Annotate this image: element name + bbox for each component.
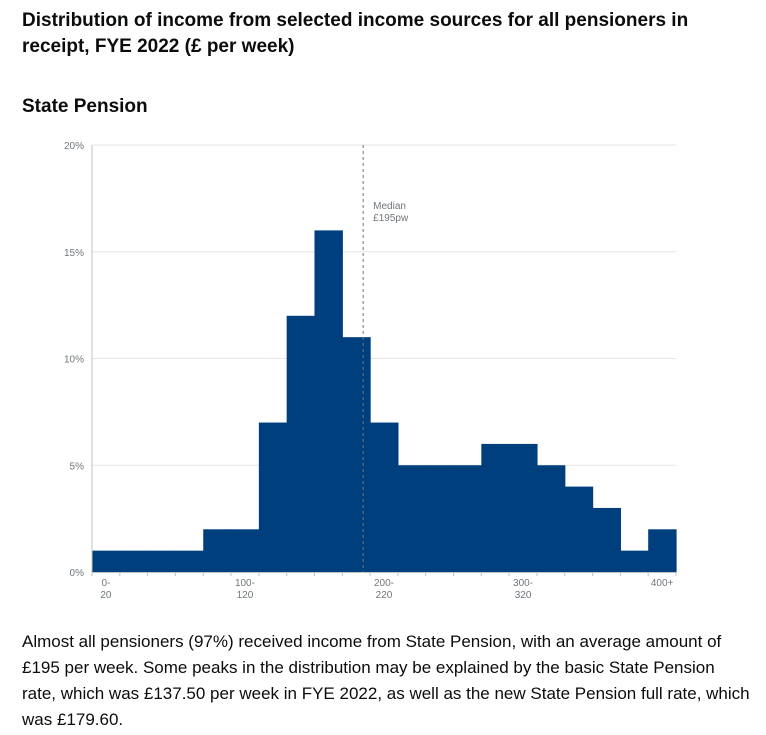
x-tick-label: 120: [237, 590, 254, 601]
bar: [648, 529, 677, 572]
x-axis-tick-labels: 0-20 100-120 200-220 300-320 400+: [100, 578, 673, 601]
gridlines: [92, 144, 676, 466]
bar: [119, 550, 149, 572]
x-tick-label: 20: [100, 590, 112, 601]
chart-title: State Pension: [22, 96, 148, 117]
bars: [92, 230, 677, 572]
bar: [481, 443, 510, 572]
bar: [92, 550, 121, 572]
bar: [370, 422, 399, 572]
bar: [258, 422, 288, 572]
x-tick-label: 300-: [513, 578, 533, 589]
x-tick-label: 400+: [651, 578, 674, 589]
bar: [314, 230, 343, 572]
x-tick-label: 220: [376, 590, 393, 601]
bar: [342, 337, 371, 572]
bar: [175, 550, 204, 572]
bar: [536, 465, 566, 572]
bar: [509, 443, 538, 572]
x-tick-label: 320: [515, 590, 532, 601]
bar: [592, 507, 621, 572]
bar: [203, 529, 232, 572]
median-annotation: Median£195pw: [362, 145, 409, 572]
x-axis: [91, 145, 677, 576]
bar: [231, 529, 260, 572]
bar: [564, 486, 594, 572]
y-tick-label: 15%: [64, 248, 84, 259]
y-tick-label: 0%: [70, 568, 85, 579]
median-value-label: £195pw: [373, 213, 409, 224]
y-tick-label: 10%: [64, 355, 84, 366]
bar: [147, 550, 177, 572]
y-tick-label: 5%: [70, 461, 85, 472]
y-axis-tick-labels: 0% 5% 10% 15% 20%: [64, 141, 84, 579]
y-tick-label: 20%: [64, 141, 84, 152]
median-label: Median: [373, 201, 406, 212]
bar: [397, 465, 427, 572]
chart-description: Almost all pensioners (97%) received inc…: [22, 632, 750, 729]
x-tick-label: 200-: [374, 578, 394, 589]
bar: [425, 465, 455, 572]
x-tick-label: 100-: [235, 578, 255, 589]
bar: [620, 550, 649, 572]
bar: [453, 465, 482, 572]
bar: [286, 315, 316, 572]
histogram-chart: 0% 5% 10% 15% 20% 0-20 100-120 200-220 300-320 4…: [64, 141, 677, 601]
x-tick-label: 0-: [101, 578, 110, 589]
page-title: Distribution of income from selected inc…: [22, 10, 689, 57]
